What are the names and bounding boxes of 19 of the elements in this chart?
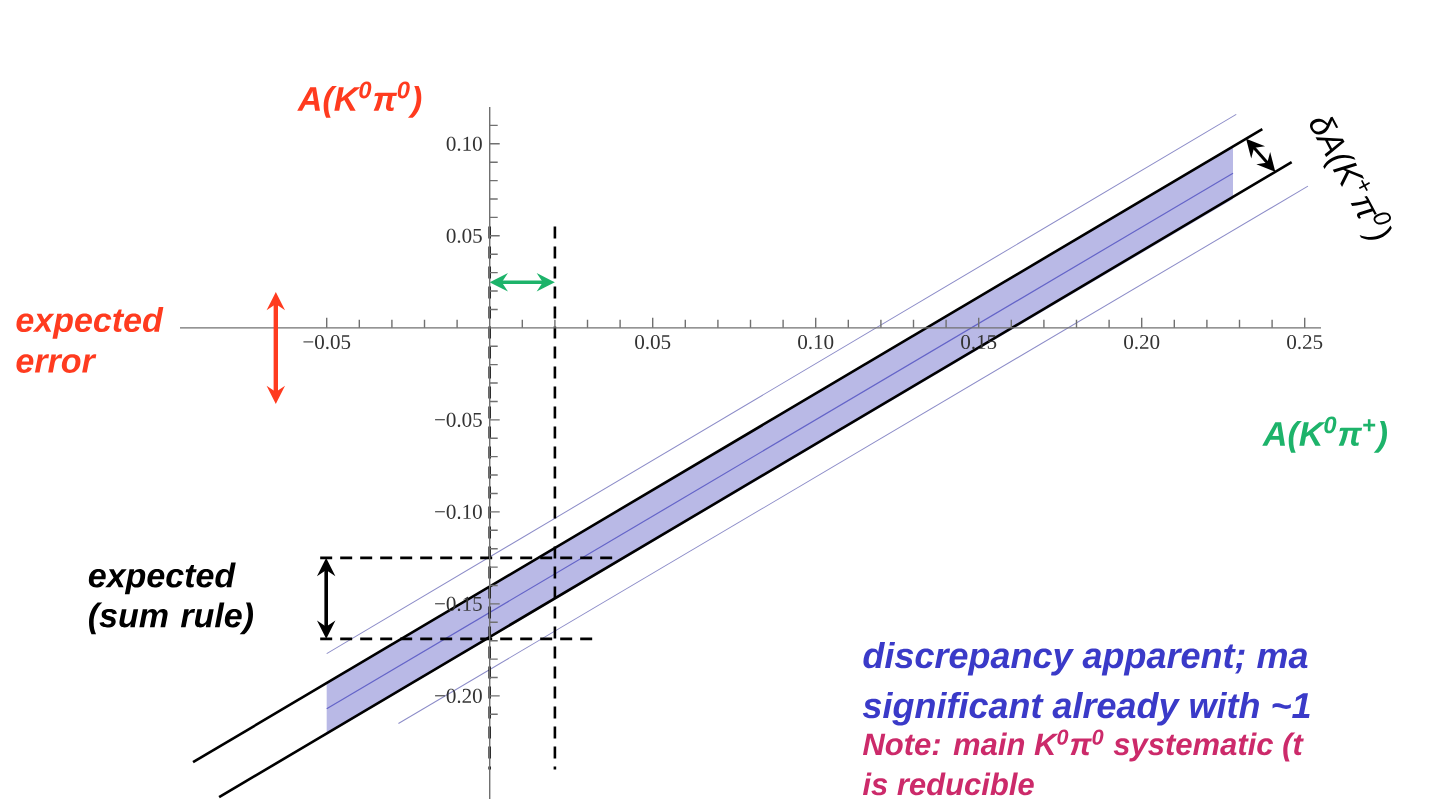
y-tick-label: 0.05	[446, 228, 482, 243]
x-tick-label: 0.10	[798, 334, 834, 350]
x-tick-label: 0.05	[635, 334, 671, 350]
y-tick-label: −0.05	[435, 412, 482, 427]
x-axis-title: A(K$^{0}$π$^{+}$)	[1262, 416, 1387, 453]
annotation: Note: main K$^{0}$π$^{0}$ systematic (t	[862, 729, 1304, 762]
y-tick-label: 0.10	[446, 136, 482, 151]
annotation: significant already with ~1	[862, 691, 1310, 726]
y-axis-title: A(K$^{0}$π$^{0}$)	[297, 81, 422, 118]
annotation: δA(K$^{+}$π$^{0}$)	[1310, 116, 1392, 240]
y-tick-label: −0.20	[435, 688, 482, 704]
y-tick-label: −0.10	[435, 504, 482, 519]
annotation: is reducible	[862, 772, 1034, 796]
annotation: expected (sum rule)	[88, 562, 254, 635]
text: expected error	[16, 307, 164, 373]
x-tick-label: 0.20	[1124, 334, 1160, 350]
x-tick-label: −0.05	[303, 334, 351, 350]
x-tick-label: 0.25	[1287, 334, 1323, 350]
annotation: discrepancy apparent; ma	[863, 641, 1308, 676]
